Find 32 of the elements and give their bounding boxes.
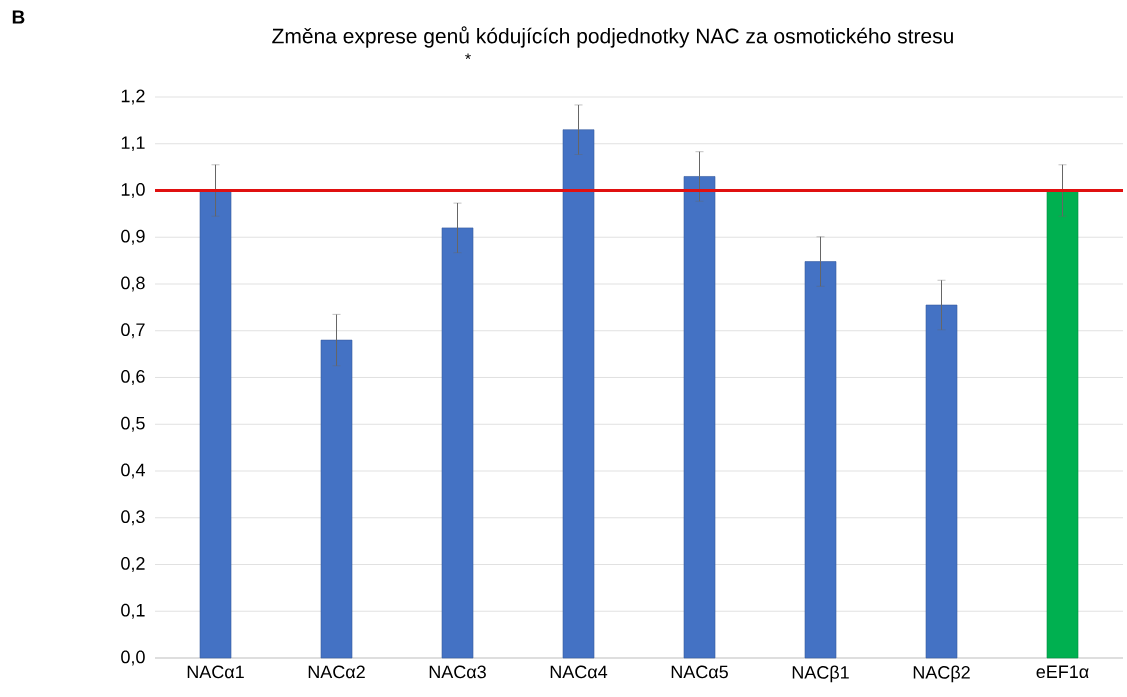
y-tick-label: 0,6 [121, 370, 145, 385]
x-tick-label: NACα5 [671, 665, 728, 679]
x-tick-label: NACα3 [429, 665, 486, 679]
bar [683, 176, 716, 659]
x-tick-label: NACα2 [308, 665, 365, 679]
y-tick-label: 0,2 [121, 557, 145, 572]
x-tick-label: NACβ1 [792, 665, 849, 683]
y-tick-label: 1,0 [121, 183, 145, 198]
text: * [465, 53, 471, 60]
y-tick-label: 0,3 [121, 510, 145, 526]
y-tick-label: 0,1 [121, 603, 145, 619]
y-tick-label: 0,8 [121, 276, 145, 292]
bar [441, 227, 474, 659]
y-tick-label: 0,9 [121, 229, 145, 245]
bar [1046, 190, 1079, 659]
bar [562, 129, 595, 659]
bar [199, 190, 232, 659]
y-tick-label: 1,2 [121, 89, 145, 105]
bar [925, 304, 958, 659]
x-tick-label: NACα1 [187, 665, 244, 679]
x-tick-label: NACβ2 [913, 665, 970, 683]
y-tick-label: 0,7 [121, 323, 145, 339]
bar [320, 339, 353, 659]
text: B [12, 10, 25, 24]
y-tick-label: 0,0 [121, 650, 145, 666]
x-tick-label: eEF1α [1036, 665, 1089, 679]
y-tick-label: 0,5 [121, 416, 145, 432]
y-tick-label: 0,4 [121, 463, 145, 479]
bar [804, 261, 837, 659]
x-tick-label: NACα4 [550, 665, 608, 679]
chart-title: Změna exprese genů kódujících podjednotky NAC za osmotického stresu [272, 26, 953, 48]
y-tick-label: 1,1 [121, 136, 145, 152]
